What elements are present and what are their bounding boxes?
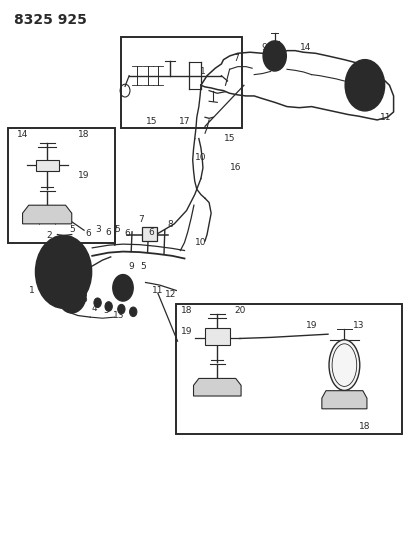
Text: 15: 15 bbox=[146, 117, 157, 126]
Text: 10: 10 bbox=[195, 238, 206, 247]
Text: 19: 19 bbox=[180, 327, 192, 336]
Text: 18: 18 bbox=[358, 422, 370, 431]
Circle shape bbox=[57, 276, 86, 313]
Text: 7: 7 bbox=[138, 215, 144, 224]
Text: 13: 13 bbox=[352, 321, 364, 329]
Circle shape bbox=[36, 236, 91, 308]
Text: 14: 14 bbox=[17, 130, 28, 139]
Circle shape bbox=[117, 304, 125, 314]
Circle shape bbox=[112, 274, 133, 301]
Text: 6: 6 bbox=[85, 229, 91, 238]
Text: 14: 14 bbox=[299, 44, 310, 52]
Text: 8325 925: 8325 925 bbox=[14, 13, 87, 27]
Bar bbox=[204, 328, 229, 345]
Ellipse shape bbox=[328, 340, 359, 390]
Text: 9: 9 bbox=[261, 44, 267, 52]
Text: 6: 6 bbox=[106, 228, 111, 237]
Circle shape bbox=[263, 41, 285, 71]
Text: 3: 3 bbox=[95, 225, 101, 233]
Text: 7: 7 bbox=[232, 54, 238, 63]
Text: 4: 4 bbox=[91, 304, 97, 312]
Text: 18: 18 bbox=[78, 130, 90, 139]
Circle shape bbox=[105, 302, 112, 311]
Polygon shape bbox=[22, 205, 72, 224]
Text: 17: 17 bbox=[178, 117, 190, 126]
Circle shape bbox=[94, 298, 101, 308]
Bar bbox=[142, 227, 157, 241]
Bar bbox=[8, 128, 115, 243]
Text: 5: 5 bbox=[69, 225, 74, 233]
Text: 6: 6 bbox=[148, 228, 154, 237]
Text: 19: 19 bbox=[305, 321, 317, 329]
Text: 13: 13 bbox=[113, 311, 124, 320]
Circle shape bbox=[54, 260, 72, 284]
Text: 9: 9 bbox=[128, 262, 134, 271]
Text: 6: 6 bbox=[81, 295, 87, 304]
Text: 18: 18 bbox=[180, 306, 192, 314]
Text: 5: 5 bbox=[140, 262, 146, 271]
Text: 2: 2 bbox=[46, 231, 52, 240]
Text: 5: 5 bbox=[103, 306, 108, 314]
Bar bbox=[121, 37, 241, 128]
Bar bbox=[176, 304, 401, 434]
Text: 6: 6 bbox=[124, 229, 130, 238]
Circle shape bbox=[42, 244, 85, 300]
Text: 8: 8 bbox=[167, 221, 173, 229]
Text: 12: 12 bbox=[164, 290, 175, 298]
Text: 20: 20 bbox=[234, 306, 245, 314]
Polygon shape bbox=[321, 391, 366, 409]
Text: 1: 1 bbox=[29, 286, 35, 295]
Text: 19: 19 bbox=[78, 172, 90, 180]
Polygon shape bbox=[193, 378, 240, 396]
Text: 5: 5 bbox=[114, 225, 119, 233]
Bar bbox=[36, 160, 58, 171]
Circle shape bbox=[129, 307, 137, 317]
Text: 11: 11 bbox=[152, 286, 163, 295]
Circle shape bbox=[344, 60, 384, 111]
Text: 1: 1 bbox=[200, 68, 205, 76]
Text: 15: 15 bbox=[223, 134, 235, 143]
Text: 16: 16 bbox=[229, 164, 241, 172]
Text: 11: 11 bbox=[379, 113, 390, 122]
Text: 10: 10 bbox=[195, 153, 206, 161]
